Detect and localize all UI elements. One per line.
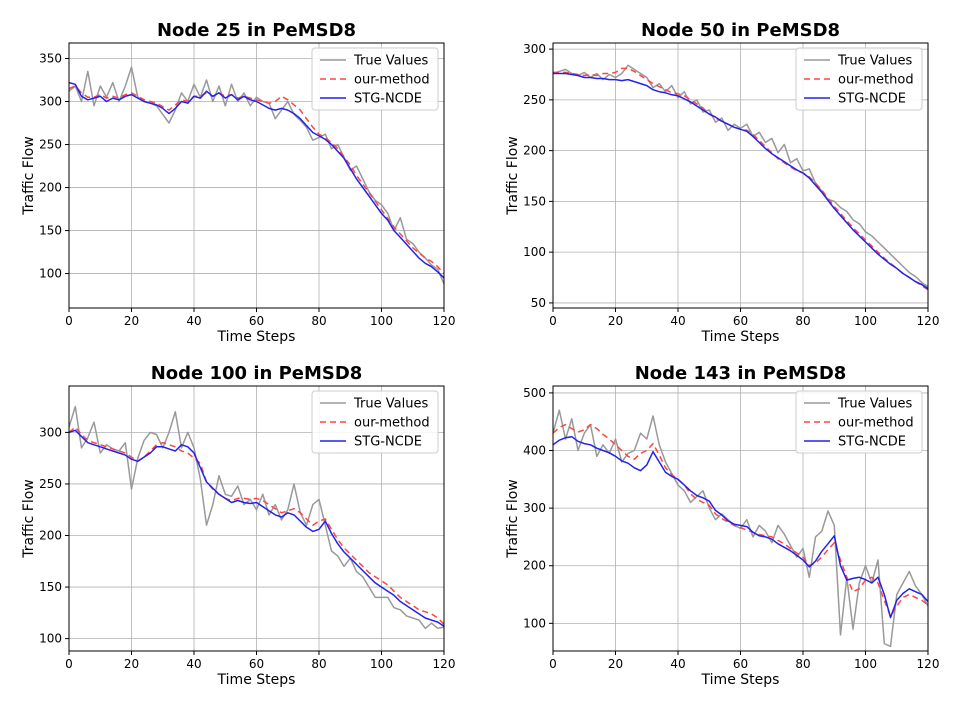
x-tick-label: 100	[370, 314, 393, 328]
legend-box	[311, 390, 439, 454]
chart-title: Node 100 in PeMSD8	[151, 363, 363, 384]
x-tick-label: 80	[311, 657, 326, 671]
y-tick-label: 200	[523, 559, 546, 573]
x-tick-label: 120	[917, 657, 940, 671]
x-tick-label: 0	[549, 657, 557, 671]
subplot-2: Node 50 in PeMSD8 0 20 40 60 80 100 120 50 100 150…	[505, 20, 939, 345]
legend-label: True Values	[837, 397, 912, 412]
y-tick-label: 250	[39, 477, 62, 491]
legend-box	[795, 390, 923, 454]
x-tick-label: 20	[608, 314, 623, 328]
legend: True Values our-method STG-NCDE	[311, 390, 439, 454]
legend-label: STG-NCDE	[354, 92, 422, 107]
y-tick-label: 150	[523, 194, 546, 208]
y-tick-label: 250	[523, 93, 546, 107]
subplot-1: Node 25 in PeMSD8 0 20 40 60 80 100 120 100 150 20…	[21, 20, 455, 345]
series-line-stg-ncde	[553, 72, 928, 290]
y-tick-label: 200	[39, 181, 62, 195]
y-tick-label: 350	[39, 51, 62, 65]
legend-label: STG-NCDE	[838, 92, 906, 107]
x-axis-label: Time Steps	[217, 329, 296, 345]
series-line-stg-ncde	[69, 429, 444, 627]
legend-label: our-method	[354, 416, 430, 431]
x-tick-label: 40	[186, 314, 201, 328]
series-line-our-method	[69, 426, 444, 625]
y-tick-label: 400	[523, 444, 546, 458]
y-tick-label: 250	[39, 138, 62, 152]
subplot-4: Node 143 in PeMSD8 0 20 40 60 80 100 120 100 200 3…	[505, 363, 939, 688]
x-tick-label: 40	[670, 314, 685, 328]
y-axis-label: Traffic Flow	[505, 136, 521, 215]
legend-box	[311, 47, 439, 111]
x-tick-label: 80	[311, 314, 326, 328]
y-tick-label: 100	[523, 245, 546, 259]
x-axis-label: Time Steps	[701, 329, 780, 345]
y-tick-label: 50	[531, 296, 546, 310]
legend-label: STG-NCDE	[354, 435, 422, 450]
legend: True Values our-method STG-NCDE	[795, 47, 923, 111]
legend-label: our-method	[838, 73, 914, 88]
series-line-true-values	[69, 66, 444, 285]
y-tick-label: 300	[39, 95, 62, 109]
y-tick-label: 100	[39, 267, 62, 281]
chart-title: Node 143 in PeMSD8	[635, 363, 847, 384]
series-line-stg-ncde	[69, 81, 444, 279]
x-tick-label: 120	[917, 314, 940, 328]
y-axis-label: Traffic Flow	[21, 136, 37, 215]
legend-label: True Values	[837, 54, 912, 69]
subplot-3: Node 100 in PeMSD8 0 20 40 60 80 100 120 100 150 2…	[21, 363, 455, 688]
y-tick-label: 200	[523, 144, 546, 158]
legend: True Values our-method STG-NCDE	[795, 390, 923, 454]
x-tick-label: 40	[186, 657, 201, 671]
legend-label: STG-NCDE	[838, 435, 906, 450]
series-line-our-method	[553, 67, 928, 291]
x-tick-label: 80	[795, 657, 810, 671]
y-axis-label: Traffic Flow	[21, 479, 37, 558]
y-axis-label: Traffic Flow	[505, 479, 521, 558]
series-line-true-values	[69, 405, 444, 630]
y-tick-label: 500	[523, 386, 546, 400]
series-line-true-values	[553, 64, 928, 288]
series-line-stg-ncde	[553, 435, 928, 619]
legend-label: True Values	[353, 54, 428, 69]
y-tick-label: 300	[39, 425, 62, 439]
x-tick-label: 20	[124, 657, 139, 671]
chart-title: Node 50 in PeMSD8	[641, 20, 840, 41]
y-tick-label: 150	[39, 224, 62, 238]
x-tick-label: 0	[65, 657, 73, 671]
y-tick-label: 100	[39, 632, 62, 646]
y-tick-label: 300	[523, 42, 546, 56]
x-tick-label: 100	[854, 314, 877, 328]
legend-label: our-method	[838, 416, 914, 431]
y-tick-label: 200	[39, 529, 62, 543]
x-tick-label: 20	[124, 314, 139, 328]
legend: True Values our-method STG-NCDE	[311, 47, 439, 111]
x-tick-label: 100	[370, 657, 393, 671]
x-tick-label: 80	[795, 314, 810, 328]
x-tick-label: 20	[608, 657, 623, 671]
x-tick-label: 60	[733, 657, 748, 671]
x-tick-label: 60	[733, 314, 748, 328]
x-tick-label: 0	[549, 314, 557, 328]
y-tick-label: 100	[523, 616, 546, 630]
x-axis-label: Time Steps	[701, 672, 780, 688]
x-tick-label: 100	[854, 657, 877, 671]
x-tick-label: 40	[670, 657, 685, 671]
chart-title: Node 25 in PeMSD8	[157, 20, 356, 41]
y-tick-label: 150	[39, 580, 62, 594]
y-tick-label: 300	[523, 501, 546, 515]
x-tick-label: 120	[433, 657, 456, 671]
x-tick-label: 0	[65, 314, 73, 328]
legend-label: our-method	[354, 73, 430, 88]
x-tick-label: 60	[249, 657, 264, 671]
series-line-our-method	[69, 85, 444, 275]
x-tick-label: 120	[433, 314, 456, 328]
legend-label: True Values	[353, 397, 428, 412]
legend-box	[795, 47, 923, 111]
x-axis-label: Time Steps	[217, 672, 296, 688]
x-tick-label: 60	[249, 314, 264, 328]
